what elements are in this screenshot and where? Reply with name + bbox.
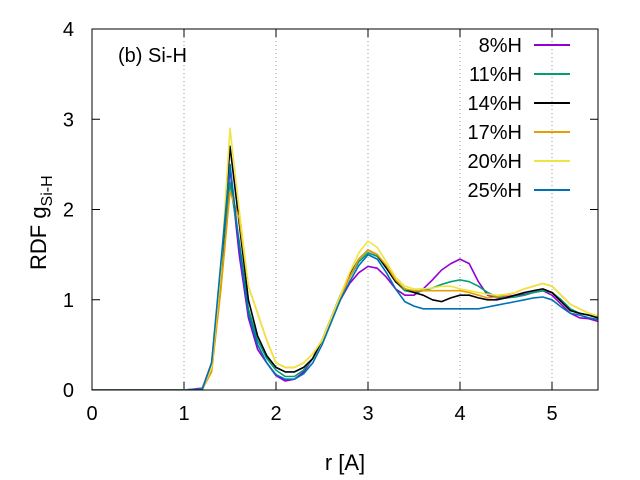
legend-label: 8%H xyxy=(479,35,522,57)
plot-frame xyxy=(91,28,599,391)
y-tick-label: 2 xyxy=(63,200,74,222)
y-tick-label: 1 xyxy=(63,290,74,312)
tick-labels: 0 1 2 3 4 5 0 1 2 3 4 xyxy=(63,19,558,425)
y-axis-label: RDF gSi-H xyxy=(26,175,56,270)
series-lines xyxy=(92,127,598,390)
axis-ticks xyxy=(91,28,598,391)
legend-label: 17%H xyxy=(468,122,522,144)
x-tick-label: 2 xyxy=(270,403,281,425)
series-line-14pctH xyxy=(92,145,598,390)
x-tick-label: 0 xyxy=(86,403,97,425)
y-axis-label-subscript: Si-H xyxy=(39,175,56,206)
x-tick-label: 3 xyxy=(362,403,373,425)
legend: 8%H 11%H 14%H 17%H 20%H 25%H xyxy=(468,35,570,202)
y-tick-label: 0 xyxy=(63,380,74,402)
x-tick-label: 1 xyxy=(178,403,189,425)
x-axis-label: r [A] xyxy=(325,450,365,475)
legend-label: 14%H xyxy=(468,93,522,115)
x-tick-label: 4 xyxy=(454,403,465,425)
legend-label: 25%H xyxy=(468,180,522,202)
y-axis-label-main: RDF g xyxy=(26,206,51,270)
x-tick-label: 5 xyxy=(546,403,557,425)
gridlines xyxy=(183,29,553,390)
y-tick-label: 3 xyxy=(63,109,74,131)
series-line-25pctH xyxy=(92,163,598,390)
legend-label: 20%H xyxy=(468,151,522,173)
legend-label: 11%H xyxy=(469,64,522,86)
chart-annotation: (b) Si-H xyxy=(118,45,187,67)
y-tick-label: 4 xyxy=(63,19,74,41)
series-line-20pctH xyxy=(92,127,598,390)
series-line-8pctH xyxy=(92,168,598,390)
